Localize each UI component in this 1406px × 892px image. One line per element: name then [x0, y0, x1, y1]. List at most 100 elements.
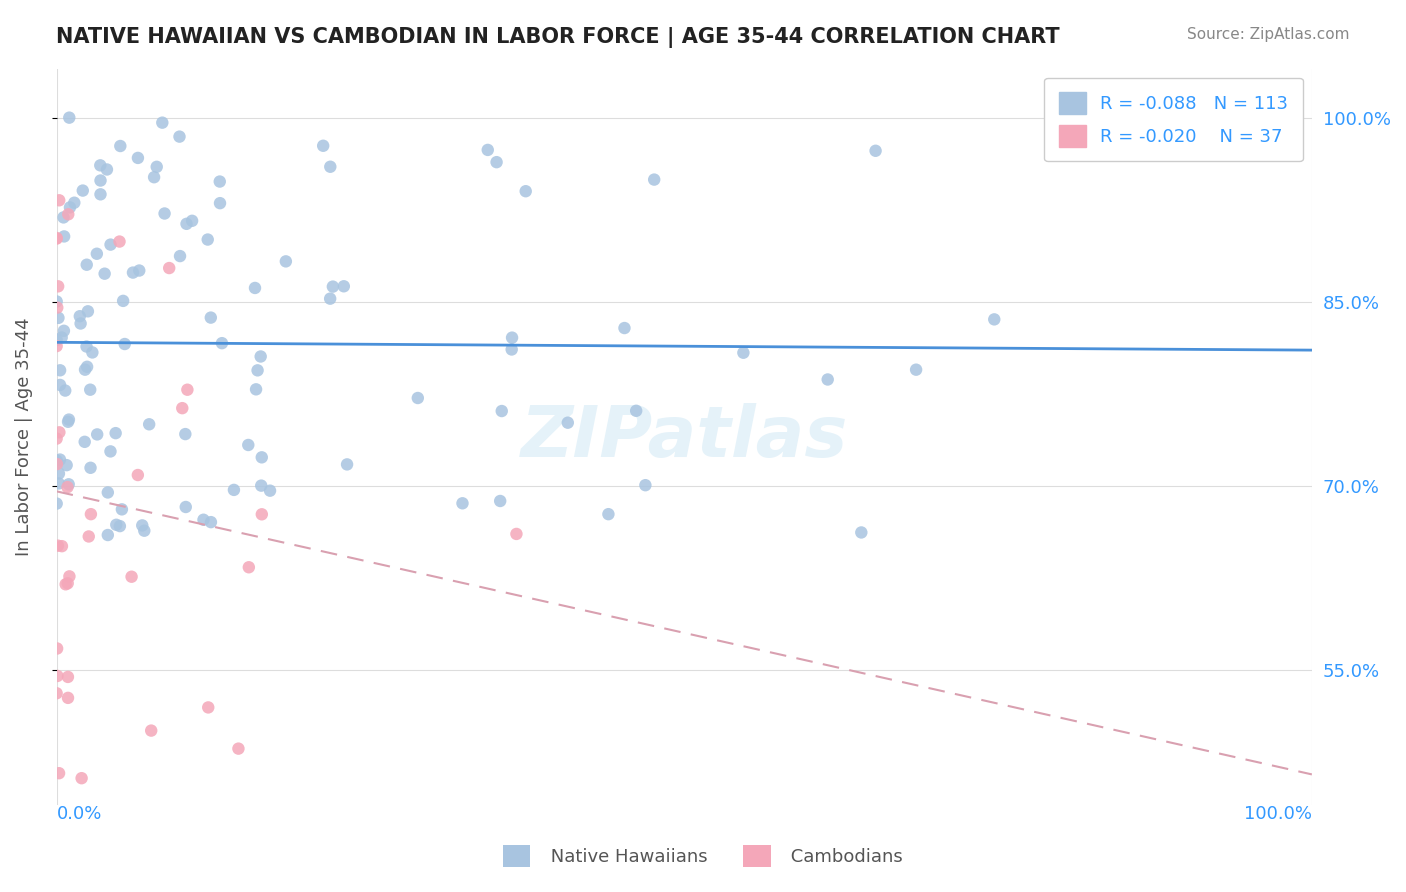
Point: [76, 258, 98, 272]
Point: [63, 195, 86, 210]
Point: [208, 196, 231, 211]
Point: [56, 576, 79, 591]
Point: [208, 175, 231, 189]
Point: [110, 139, 132, 153]
Point: [70, 771, 93, 785]
Point: [333, 279, 356, 293]
Point: [58, 111, 80, 125]
Point: [451, 496, 474, 510]
Point: [176, 383, 198, 397]
Point: [312, 138, 335, 153]
Point: [93, 267, 115, 281]
Point: [56, 690, 79, 705]
Point: [243, 281, 266, 295]
Point: [145, 160, 167, 174]
Point: [322, 279, 344, 293]
Point: [491, 404, 513, 418]
Point: [501, 343, 523, 357]
Point: [46, 669, 69, 683]
Point: [49, 452, 72, 467]
Point: [58, 569, 80, 583]
Point: [141, 723, 163, 738]
Point: [245, 382, 267, 396]
Point: [100, 444, 122, 458]
Point: [150, 116, 173, 130]
Point: [56, 480, 79, 494]
Point: [111, 502, 134, 516]
Point: [77, 529, 100, 543]
Point: [58, 207, 80, 221]
Point: [104, 426, 127, 441]
Point: [53, 384, 76, 398]
Point: [505, 527, 527, 541]
Legend:  Native Hawaiians,  Cambodians: Native Hawaiians, Cambodians: [496, 838, 910, 874]
Text: 100.0%: 100.0%: [1244, 805, 1312, 823]
Point: [76, 359, 98, 374]
Text: 0.0%: 0.0%: [56, 805, 103, 823]
Point: [851, 525, 873, 540]
Point: [89, 173, 111, 187]
Point: [56, 415, 79, 429]
Point: [114, 337, 136, 351]
Point: [45, 339, 67, 353]
Point: [55, 577, 77, 591]
Point: [108, 519, 131, 533]
Point: [56, 670, 79, 684]
Point: [52, 211, 75, 225]
Point: [634, 478, 657, 492]
Point: [274, 254, 297, 268]
Point: [624, 404, 647, 418]
Point: [46, 457, 69, 471]
Point: [51, 539, 73, 553]
Point: [89, 187, 111, 202]
Point: [79, 460, 101, 475]
Point: [238, 560, 260, 574]
Point: [45, 497, 67, 511]
Point: [250, 508, 273, 522]
Point: [127, 151, 149, 165]
Point: [69, 309, 91, 323]
Point: [46, 539, 69, 553]
Point: [86, 246, 108, 260]
Point: [643, 172, 665, 186]
Point: [200, 310, 222, 325]
Point: [983, 312, 1005, 326]
Point: [250, 450, 273, 465]
Point: [174, 500, 197, 514]
Point: [319, 160, 342, 174]
Point: [246, 363, 269, 377]
Point: [73, 434, 96, 449]
Point: [48, 425, 70, 440]
Point: [49, 363, 72, 377]
Point: [157, 261, 180, 276]
Point: [48, 310, 70, 325]
Point: [86, 427, 108, 442]
Point: [45, 432, 67, 446]
Point: [259, 483, 281, 498]
Point: [153, 206, 176, 220]
Point: [121, 570, 143, 584]
Point: [45, 294, 67, 309]
Point: [46, 301, 69, 315]
Point: [76, 339, 98, 353]
Point: [100, 237, 122, 252]
Point: [336, 458, 359, 472]
Point: [79, 383, 101, 397]
Point: [46, 279, 69, 293]
Point: [131, 518, 153, 533]
Point: [45, 453, 67, 467]
Point: [817, 372, 839, 386]
Point: [105, 517, 128, 532]
Point: [249, 350, 271, 364]
Point: [97, 528, 120, 542]
Y-axis label: In Labor Force | Age 35-44: In Labor Force | Age 35-44: [15, 318, 32, 557]
Point: [73, 362, 96, 376]
Point: [45, 456, 67, 470]
Point: [865, 144, 887, 158]
Point: [45, 333, 67, 347]
Point: [89, 158, 111, 172]
Point: [905, 362, 928, 376]
Point: [197, 233, 219, 247]
Text: ZIPatlas: ZIPatlas: [520, 402, 848, 472]
Point: [228, 741, 250, 756]
